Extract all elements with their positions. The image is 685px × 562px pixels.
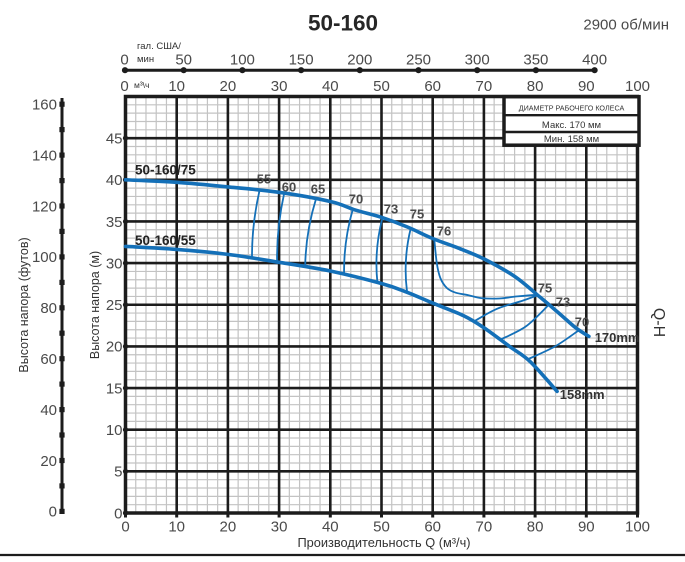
svg-text:90: 90 (578, 519, 595, 536)
svg-text:Q-H: Q-H (650, 308, 667, 337)
svg-text:10: 10 (168, 519, 185, 536)
svg-text:Производительность Q (м³/ч): Производительность Q (м³/ч) (297, 535, 470, 550)
svg-text:10: 10 (168, 78, 185, 95)
svg-text:10: 10 (106, 422, 123, 439)
svg-text:170mm: 170mm (595, 330, 640, 345)
svg-text:55: 55 (257, 172, 271, 187)
svg-text:50-160/75: 50-160/75 (135, 163, 196, 178)
svg-text:250: 250 (406, 52, 431, 69)
svg-text:60: 60 (40, 351, 57, 368)
svg-text:20: 20 (40, 453, 57, 470)
svg-text:50-160/55: 50-160/55 (135, 233, 196, 248)
svg-text:90: 90 (578, 78, 595, 95)
svg-text:Макс. 170 мм: Макс. 170 мм (542, 120, 601, 131)
svg-text:80: 80 (527, 78, 544, 95)
svg-text:0: 0 (121, 519, 129, 536)
svg-text:158mm: 158mm (560, 387, 605, 402)
svg-text:0: 0 (49, 504, 57, 521)
svg-text:60: 60 (424, 519, 441, 536)
svg-text:30: 30 (106, 255, 123, 272)
svg-text:0: 0 (114, 505, 122, 522)
svg-text:80: 80 (527, 519, 544, 536)
svg-text:50-160: 50-160 (308, 11, 378, 36)
svg-text:25: 25 (106, 297, 123, 314)
svg-text:Мин. 158 мм: Мин. 158 мм (544, 134, 599, 145)
svg-text:Высота напора (м): Высота напора (м) (88, 251, 102, 359)
svg-text:73: 73 (556, 295, 570, 310)
svg-text:100: 100 (625, 78, 650, 95)
svg-text:40: 40 (40, 402, 57, 419)
svg-text:75: 75 (538, 281, 552, 296)
svg-text:Высота напора (футов): Высота напора (футов) (17, 237, 31, 372)
svg-text:гал. США/: гал. США/ (137, 41, 181, 52)
svg-text:300: 300 (465, 52, 490, 69)
svg-text:40: 40 (106, 172, 123, 189)
svg-text:100: 100 (32, 249, 57, 266)
svg-text:80: 80 (40, 300, 57, 317)
svg-text:45: 45 (106, 130, 123, 147)
svg-text:120: 120 (32, 198, 57, 215)
svg-text:150: 150 (289, 52, 314, 69)
svg-text:70: 70 (476, 519, 493, 536)
svg-text:5: 5 (114, 464, 122, 481)
svg-text:мин: мин (137, 54, 154, 65)
svg-text:0: 0 (120, 78, 128, 95)
svg-text:50: 50 (373, 519, 390, 536)
svg-text:15: 15 (106, 380, 123, 397)
svg-text:ДИАМЕТР РАБОЧЕГО КОЛЕСА: ДИАМЕТР РАБОЧЕГО КОЛЕСА (519, 103, 625, 112)
svg-text:73: 73 (384, 202, 398, 217)
svg-text:70: 70 (575, 315, 589, 330)
svg-text:50: 50 (175, 52, 192, 69)
svg-text:20: 20 (106, 339, 123, 356)
svg-text:20: 20 (220, 519, 237, 536)
svg-text:100: 100 (230, 52, 255, 69)
svg-text:200: 200 (347, 52, 372, 69)
svg-text:40: 40 (322, 78, 339, 95)
svg-text:60: 60 (424, 78, 441, 95)
svg-text:2900 об/мин: 2900 об/мин (583, 16, 669, 33)
svg-text:400: 400 (582, 52, 607, 69)
svg-text:70: 70 (476, 78, 493, 95)
svg-text:м³\ч: м³\ч (134, 80, 149, 90)
svg-text:50: 50 (373, 78, 390, 95)
svg-text:160: 160 (32, 97, 57, 114)
svg-text:76: 76 (437, 224, 451, 239)
svg-text:30: 30 (271, 519, 288, 536)
svg-text:100: 100 (625, 519, 650, 536)
svg-text:40: 40 (322, 519, 339, 536)
svg-text:75: 75 (410, 207, 424, 222)
svg-text:0: 0 (120, 52, 128, 69)
svg-text:35: 35 (106, 214, 123, 231)
svg-text:60: 60 (282, 180, 296, 195)
svg-text:30: 30 (271, 78, 288, 95)
svg-text:70: 70 (349, 192, 363, 207)
svg-text:350: 350 (523, 52, 548, 69)
svg-text:140: 140 (32, 147, 57, 164)
svg-text:65: 65 (311, 182, 325, 197)
svg-text:20: 20 (220, 78, 237, 95)
